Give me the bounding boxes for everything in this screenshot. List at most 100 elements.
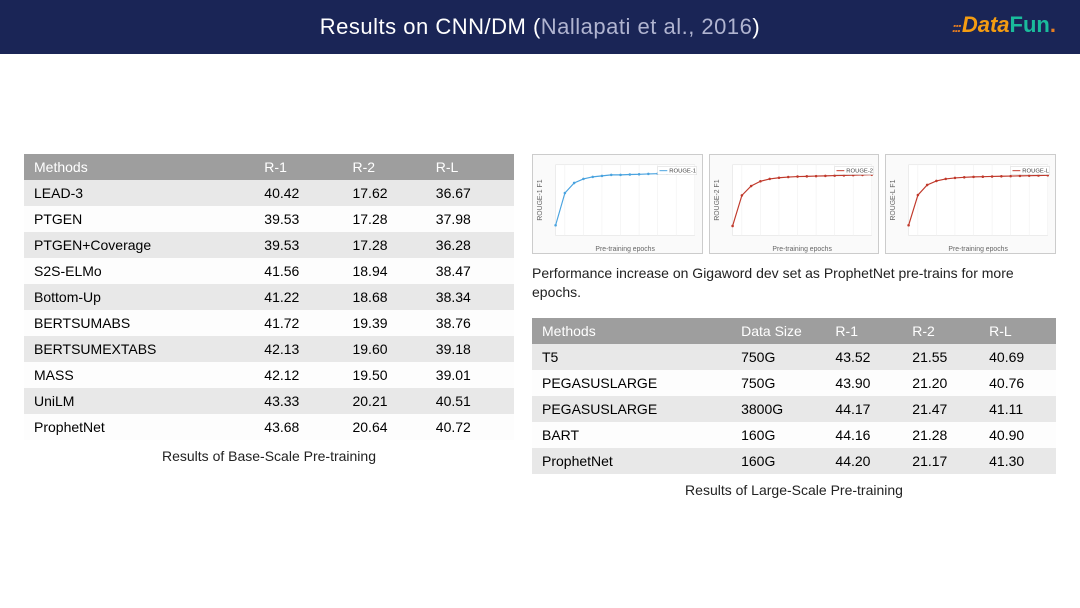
table-cell: 21.55 — [902, 344, 979, 370]
table-cell: BART — [532, 422, 731, 448]
chart-marker — [768, 178, 771, 181]
table-cell: S2S-ELMo — [24, 258, 254, 284]
chart-marker — [926, 184, 929, 187]
right-column: Pre-training epochsROUGE-1 F1ROUGE-1Pre-… — [532, 154, 1056, 498]
table-cell: PEGASUSLARGE — [532, 396, 731, 422]
table-header-row: MethodsR-1R-2R-L — [24, 154, 514, 180]
table-cell: MASS — [24, 362, 254, 388]
chart-marker — [917, 194, 920, 197]
chart-marker — [814, 175, 817, 178]
table-cell: 18.68 — [342, 284, 425, 310]
mini-chart: Pre-training epochsROUGE-L F1ROUGE-L — [885, 154, 1056, 254]
base-scale-table: MethodsR-1R-2R-L LEAD-340.4217.6236.67PT… — [24, 154, 514, 440]
chart-marker — [1019, 175, 1022, 178]
table-header-row: MethodsData SizeR-1R-2R-L — [532, 318, 1056, 344]
chart-legend: ROUGE-2 — [846, 169, 873, 175]
chart-svg: Pre-training epochsROUGE-2 F1ROUGE-2 — [710, 155, 879, 253]
table-cell: PEGASUSLARGE — [532, 370, 731, 396]
chart-marker — [601, 175, 604, 178]
chart-marker — [582, 178, 585, 181]
table-cell: 43.68 — [254, 414, 342, 440]
table-cell: 160G — [731, 422, 825, 448]
chart-marker — [982, 175, 985, 178]
table-cell: T5 — [532, 344, 731, 370]
title-end: ) — [752, 14, 760, 39]
table-cell: 750G — [731, 370, 825, 396]
table-cell: 43.90 — [825, 370, 902, 396]
table-cell: 38.47 — [426, 258, 514, 284]
title-citation: Nallapati et al., 2016 — [541, 14, 753, 39]
x-axis-label: Pre-training epochs — [595, 246, 655, 253]
large-scale-table: MethodsData SizeR-1R-2R-L T5750G43.5221.… — [532, 318, 1056, 474]
mini-chart: Pre-training epochsROUGE-2 F1ROUGE-2 — [709, 154, 880, 254]
table-cell: 40.72 — [426, 414, 514, 440]
table-row: S2S-ELMo41.5618.9438.47 — [24, 258, 514, 284]
table-row: BART160G44.1621.2840.90 — [532, 422, 1056, 448]
chart-marker — [787, 176, 790, 179]
column-header: R-2 — [342, 154, 425, 180]
chart-marker — [963, 176, 966, 179]
chart-marker — [750, 185, 753, 188]
title-main: Results on CNN/DM ( — [320, 14, 541, 39]
table-cell: LEAD-3 — [24, 180, 254, 206]
y-axis-label: ROUGE-1 F1 — [537, 179, 544, 220]
chart-marker — [954, 177, 957, 180]
table-cell: 3800G — [731, 396, 825, 422]
table-cell: 44.16 — [825, 422, 902, 448]
chart-marker — [945, 178, 948, 181]
column-header: R-2 — [902, 318, 979, 344]
table-cell: 41.72 — [254, 310, 342, 336]
table-cell: 41.11 — [979, 396, 1056, 422]
table-row: ProphetNet160G44.2021.1741.30 — [532, 448, 1056, 474]
column-header: R-L — [426, 154, 514, 180]
table-cell: 19.60 — [342, 336, 425, 362]
logo-fun: Fun — [1010, 12, 1050, 37]
table-cell: 40.90 — [979, 422, 1056, 448]
table-cell: 160G — [731, 448, 825, 474]
logo-dots-icon: ::: — [952, 19, 960, 35]
slide-content: MethodsR-1R-2R-L LEAD-340.4217.6236.67PT… — [0, 54, 1080, 498]
column-header: Methods — [24, 154, 254, 180]
logo-period: . — [1050, 12, 1056, 37]
datafun-logo: :::DataFun. — [952, 12, 1056, 38]
chart-marker — [935, 180, 938, 183]
table-cell: 44.20 — [825, 448, 902, 474]
chart-legend: ROUGE-L — [1023, 169, 1050, 175]
table-row: PEGASUSLARGE3800G44.1721.4741.11 — [532, 396, 1056, 422]
table2-caption: Results of Large-Scale Pre-training — [532, 482, 1056, 498]
x-axis-label: Pre-training epochs — [949, 246, 1009, 253]
table-cell: 36.67 — [426, 180, 514, 206]
charts-row: Pre-training epochsROUGE-1 F1ROUGE-1Pre-… — [532, 154, 1056, 254]
table-cell: BERTSUMABS — [24, 310, 254, 336]
table-row: PTGEN+Coverage39.5317.2836.28 — [24, 232, 514, 258]
table-cell: 44.17 — [825, 396, 902, 422]
chart-marker — [973, 176, 976, 179]
chart-marker — [991, 175, 994, 178]
chart-marker — [610, 174, 613, 177]
table-cell: 41.22 — [254, 284, 342, 310]
slide-header: Results on CNN/DM (Nallapati et al., 201… — [0, 0, 1080, 54]
chart-marker — [777, 176, 780, 179]
slide-title: Results on CNN/DM (Nallapati et al., 201… — [320, 14, 760, 40]
table-row: Bottom-Up41.2218.6838.34 — [24, 284, 514, 310]
chart-svg: Pre-training epochsROUGE-L F1ROUGE-L — [886, 155, 1055, 253]
table-cell: 39.01 — [426, 362, 514, 388]
chart-marker — [591, 176, 594, 179]
table-cell: 43.52 — [825, 344, 902, 370]
column-header: R-1 — [825, 318, 902, 344]
table-cell: 750G — [731, 344, 825, 370]
column-header: Data Size — [731, 318, 825, 344]
table-row: BERTSUMEXTABS42.1319.6039.18 — [24, 336, 514, 362]
table-row: MASS42.1219.5039.01 — [24, 362, 514, 388]
table-row: PTGEN39.5317.2837.98 — [24, 206, 514, 232]
table-cell: 21.17 — [902, 448, 979, 474]
table-cell: 19.50 — [342, 362, 425, 388]
table-cell: 17.62 — [342, 180, 425, 206]
table-cell: 17.28 — [342, 206, 425, 232]
table-cell: 40.76 — [979, 370, 1056, 396]
column-header: R-1 — [254, 154, 342, 180]
logo-data: Data — [962, 12, 1010, 37]
table-cell: 21.47 — [902, 396, 979, 422]
table-cell: 21.20 — [902, 370, 979, 396]
table-cell: PTGEN+Coverage — [24, 232, 254, 258]
